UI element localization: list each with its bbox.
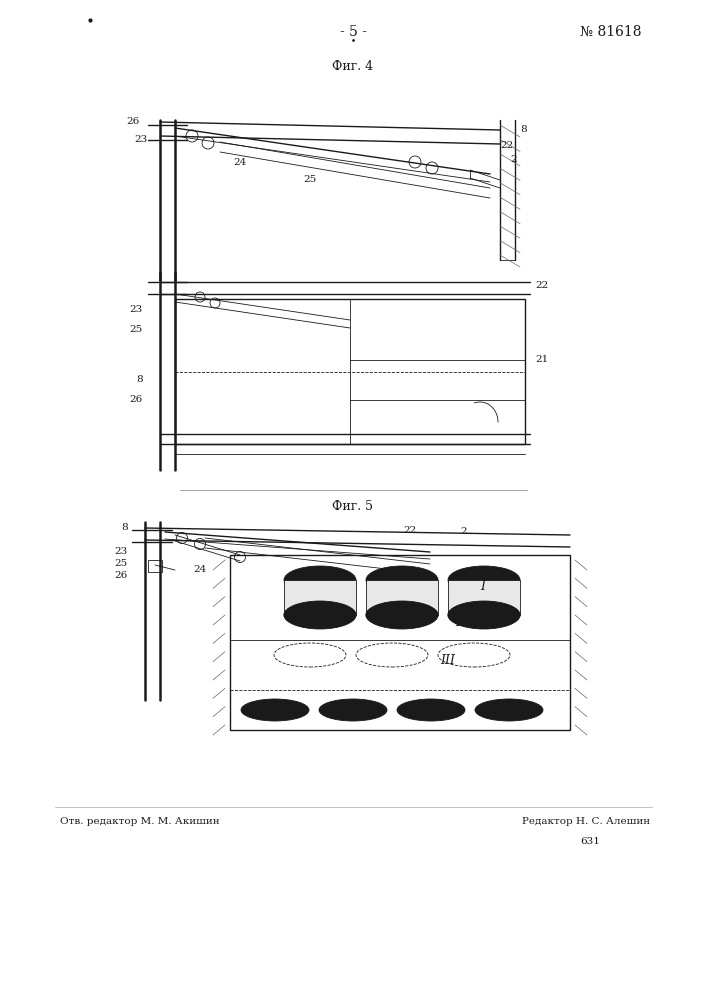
Bar [448,580,520,615]
Text: 25: 25 [115,560,128,568]
Text: 2: 2 [460,526,467,536]
Text: Редактор Н. С. Алешин: Редактор Н. С. Алешин [522,817,650,826]
Bar [284,580,356,615]
Text: 22: 22 [535,280,548,290]
Ellipse shape [475,699,543,721]
Ellipse shape [366,566,438,594]
Text: 8: 8 [136,375,143,384]
Text: I: I [480,580,485,593]
Text: № 81618: № 81618 [580,25,641,39]
Text: 631: 631 [580,837,600,846]
Text: 24: 24 [194,565,206,574]
Text: 26: 26 [127,117,140,126]
Text: 26: 26 [115,572,128,580]
Text: 25: 25 [130,326,143,334]
Text: 25: 25 [303,175,317,184]
Ellipse shape [241,699,309,721]
Text: 23: 23 [115,548,128,556]
Text: 23: 23 [130,306,143,314]
Text: 23: 23 [135,135,148,144]
Ellipse shape [284,602,356,628]
Ellipse shape [366,601,438,629]
Bar [175,299,525,444]
Ellipse shape [397,699,465,721]
Text: Отв. редактор М. М. Акишин: Отв. редактор М. М. Акишин [60,817,220,826]
Bar [230,555,570,730]
Text: 8: 8 [520,125,527,134]
Text: 24: 24 [233,158,247,167]
Text: Фиг. 4: Фиг. 4 [332,60,373,73]
Ellipse shape [366,602,438,628]
Text: - 5 -: - 5 - [339,25,366,39]
Bar [366,580,438,615]
Ellipse shape [448,601,520,629]
Ellipse shape [284,601,356,629]
Ellipse shape [319,699,387,721]
Text: 21: 21 [535,356,548,364]
Ellipse shape [448,602,520,628]
Ellipse shape [448,566,520,594]
Text: 26: 26 [130,395,143,404]
Bar [148,560,162,572]
Text: 22: 22 [500,140,513,149]
Text: II: II [455,615,465,629]
Text: III: III [440,654,455,666]
Text: 8: 8 [122,524,128,532]
Ellipse shape [284,566,356,594]
Text: 2: 2 [510,155,517,164]
Text: Фиг. 5: Фиг. 5 [332,500,373,513]
Text: 22: 22 [404,526,416,535]
Text: IV: IV [445,704,459,716]
